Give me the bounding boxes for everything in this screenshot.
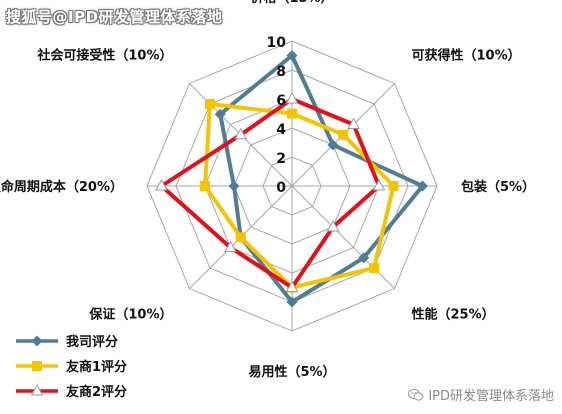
axis-label: 包装（5%） <box>461 179 535 195</box>
r-tick-label: 2 <box>276 151 286 167</box>
data-point <box>338 129 349 140</box>
r-tick-label: 6 <box>276 93 286 109</box>
legend-label-series-2: 友商1评分 <box>66 360 128 375</box>
axis-label: 易用性（5%） <box>248 364 335 380</box>
data-point <box>347 117 360 129</box>
legend-marker <box>31 335 43 346</box>
data-point <box>204 98 215 109</box>
r-tick-label: 0 <box>276 180 286 196</box>
axis-label: 可获得性（10%） <box>412 47 521 63</box>
legend-marker <box>32 360 42 371</box>
data-point <box>286 50 298 61</box>
data-point <box>285 280 299 292</box>
watermark-bottom: IPD研发管理体系落地 <box>408 385 554 404</box>
r-tick-label: 8 <box>276 64 286 80</box>
wechat-icon <box>408 388 424 401</box>
legend-label-series-1: 我司评分 <box>66 335 119 350</box>
r-tick-label: 10 <box>267 35 287 51</box>
data-point <box>358 252 370 264</box>
axis-label: 社会可接受性（10%） <box>36 47 172 63</box>
data-point <box>228 180 240 192</box>
data-point <box>327 139 339 151</box>
legend-swatch-series-2 <box>16 360 58 371</box>
legend-item-series-3: 友商2评分 <box>14 378 127 403</box>
data-point <box>326 219 340 232</box>
data-point <box>287 108 297 119</box>
legend-marker <box>30 383 44 395</box>
data-point <box>388 181 399 191</box>
series-line-1 <box>218 53 425 304</box>
legend-item-series-1: 我司评分 <box>14 328 127 353</box>
legend-label-series-3: 友商2评分 <box>66 385 128 400</box>
watermark-top: 搜狐号@IPD研发管理体系落地 <box>6 8 223 26</box>
watermark-bottom-text: IPD研发管理体系落地 <box>428 389 554 404</box>
data-point <box>285 91 299 104</box>
axis-label: 生命周期成本（20%） <box>0 179 123 195</box>
legend-swatch-series-1 <box>16 335 58 346</box>
series-line-3 <box>159 97 381 290</box>
data-point <box>286 296 298 308</box>
axis-label: 保证（10%） <box>88 307 172 323</box>
data-point <box>417 180 428 192</box>
data-point <box>214 108 226 120</box>
legend: 我司评分 友商1评分 友商2评分 <box>14 328 127 403</box>
data-point <box>200 181 210 191</box>
legend-item-series-2: 友商1评分 <box>14 353 127 378</box>
data-point <box>234 127 248 140</box>
data-point <box>155 178 168 191</box>
data-point <box>235 232 246 243</box>
axis-label: 价格（15%） <box>250 0 333 6</box>
r-tick-label: 4 <box>276 122 286 138</box>
axis-label: 性能（25%） <box>412 307 495 323</box>
data-point <box>224 240 237 253</box>
data-point <box>372 178 386 191</box>
data-point <box>369 263 380 274</box>
legend-swatch-series-3 <box>16 383 58 395</box>
